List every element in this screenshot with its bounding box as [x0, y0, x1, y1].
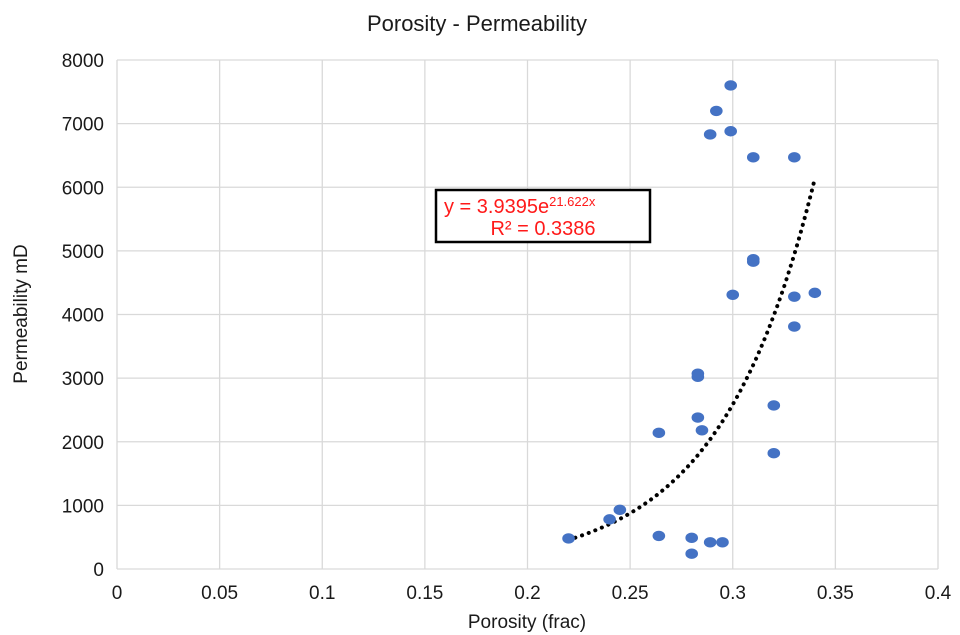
data-point: [562, 533, 575, 544]
r-squared-label: R² = 0.3386: [490, 218, 595, 240]
y-tick-label: 4000: [62, 306, 104, 327]
data-point: [788, 152, 801, 163]
x-tick-label: 0.3: [720, 583, 746, 604]
trendline-equation-box: y = 3.9395e21.622x R² = 0.3386: [434, 188, 652, 244]
y-tick-label: 1000: [62, 496, 104, 517]
data-point: [685, 548, 698, 559]
data-point: [767, 400, 781, 411]
y-tick-label: 3000: [62, 369, 104, 390]
data-point: [746, 152, 760, 163]
equation-box-border: [434, 188, 652, 244]
x-axis-ticks: 0 0.05 0.1 0.15 0.2 0.25 0.3 0.35 0.4: [112, 583, 952, 604]
y-axis-label: Permeability mD: [11, 244, 32, 383]
data-point: [726, 289, 740, 300]
x-tick-label: 0.15: [406, 583, 443, 604]
trendline-equation: y = 3.9395e21.622x: [444, 194, 596, 218]
equation-base: y = 3.9395e: [444, 196, 549, 218]
y-tick-label: 7000: [62, 115, 104, 136]
data-points: [562, 80, 822, 559]
y-tick-label: 8000: [62, 51, 104, 72]
data-point: [603, 514, 616, 525]
data-point: [724, 126, 737, 137]
x-tick-label: 0.4: [925, 583, 952, 604]
x-tick-label: 0.05: [201, 583, 238, 604]
data-point: [652, 427, 666, 439]
data-point: [710, 105, 723, 117]
data-point: [703, 129, 717, 140]
y-tick-label: 2000: [62, 433, 104, 454]
data-point: [695, 425, 709, 436]
data-point: [724, 80, 737, 91]
y-axis-ticks: 0 1000 2000 3000 4000 5000 6000 7000 8000: [62, 51, 104, 581]
gridlines: [116, 59, 939, 570]
data-point: [746, 256, 760, 267]
data-point: [691, 412, 705, 423]
data-point: [691, 371, 705, 383]
x-tick-label: 0.2: [514, 583, 540, 604]
data-point: [767, 448, 781, 459]
data-point: [788, 321, 801, 332]
x-tick-label: 0.1: [309, 583, 335, 604]
x-axis-label: Porosity (frac): [468, 612, 586, 633]
data-point: [788, 291, 801, 302]
y-tick-label: 6000: [62, 178, 104, 199]
equation-exponent: 21.622x: [549, 194, 596, 209]
data-point: [716, 537, 729, 548]
data-point: [613, 504, 627, 516]
data-point: [652, 530, 666, 542]
y-tick-label: 0: [93, 560, 104, 581]
data-point: [685, 532, 698, 544]
chart-title: Porosity - Permeability: [367, 11, 587, 36]
x-tick-label: 0: [112, 583, 123, 604]
x-tick-label: 0.25: [612, 583, 649, 604]
y-tick-label: 5000: [62, 242, 104, 263]
data-point: [703, 537, 717, 548]
data-point: [808, 287, 822, 299]
x-tick-label: 0.35: [817, 583, 854, 604]
